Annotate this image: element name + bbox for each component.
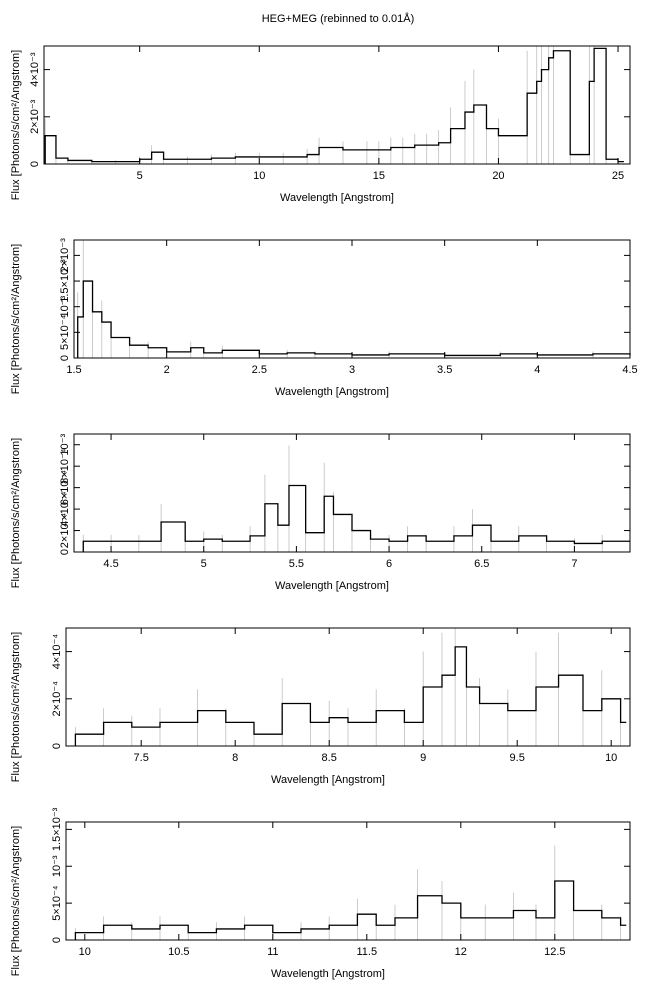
y-tick-label: 10⁻³ bbox=[51, 855, 63, 877]
x-tick-label: 10 bbox=[79, 946, 91, 958]
x-tick-label: 5 bbox=[137, 170, 143, 182]
y-tick-label: 0 bbox=[59, 355, 71, 361]
y-axis-label: Flux [Photons/s/cm²/Angstrom] bbox=[10, 438, 22, 588]
x-tick-label: 6 bbox=[386, 558, 392, 570]
plot-frame bbox=[73, 239, 631, 359]
x-tick-label: 11.5 bbox=[357, 946, 378, 958]
y-tick-label: 2×10⁻⁴ bbox=[51, 681, 63, 717]
panel-3: 4.5 5 5.5 6 6.5 7 02×10⁻⁴4×10⁻⁴6×10⁻⁴8×10⁻⁴10⁻… bbox=[10, 433, 631, 592]
panel-4: 7.5 8 8.5 9 9.5 10 0 2×10⁻⁴ 4×10⁻⁴ Wavelength [An… bbox=[10, 627, 631, 786]
x-tick-label: 12.5 bbox=[544, 946, 565, 958]
x-tick-label: 8.5 bbox=[322, 752, 337, 764]
x-tick-label: 10.5 bbox=[168, 946, 189, 958]
spectrum-line bbox=[74, 880, 627, 940]
x-tick-label: 5 bbox=[201, 558, 207, 570]
x-tick-label: 15 bbox=[373, 170, 385, 182]
figure-title: HEG+MEG (rebinned to 0.01Å) bbox=[262, 12, 415, 25]
plot-frame bbox=[73, 433, 631, 553]
x-tick-label: 20 bbox=[492, 170, 504, 182]
x-axis-label: Wavelength [Angstrom] bbox=[275, 580, 389, 592]
x-tick-label: 10 bbox=[605, 752, 617, 764]
x-tick-label: 6.5 bbox=[474, 558, 489, 570]
panel-5: 10 10.5 11 11.5 12 12.5 0 5×10⁻⁴ 10⁻³ 1.5×10⁻³ Wav… bbox=[10, 807, 631, 980]
y-tick-label: 4×10⁻⁴ bbox=[59, 491, 71, 527]
x-axis-label: Wavelength [Angstrom] bbox=[271, 968, 385, 980]
x-tick-label: 1.5 bbox=[66, 364, 81, 376]
y-tick-label: 0 bbox=[51, 937, 63, 943]
y-tick-label: 2×10⁻⁴ bbox=[59, 513, 71, 549]
y-tick-label: 8×10⁻⁴ bbox=[59, 448, 71, 484]
y-tick-label: 0 bbox=[59, 549, 71, 555]
y-tick-label: 4×10⁻³ bbox=[29, 52, 41, 87]
x-tick-label: 8 bbox=[232, 752, 238, 764]
x-tick-label: 3 bbox=[349, 364, 355, 376]
panel-1: 5 10 15 20 25 0 2×10⁻³ 4×10⁻³ Wavelength [Angstr… bbox=[10, 45, 631, 204]
x-tick-label: 4.5 bbox=[103, 558, 118, 570]
y-tick-label: 4×10⁻⁴ bbox=[51, 634, 63, 670]
y-tick-label: 5×10⁻⁴ bbox=[51, 885, 63, 921]
y-tick-label: 10⁻³ bbox=[59, 296, 71, 318]
x-axis-label: Wavelength [Angstrom] bbox=[280, 192, 394, 204]
spectrum-line bbox=[44, 47, 624, 164]
x-tick-label: 2.5 bbox=[252, 364, 267, 376]
y-tick-label: 5×10⁻⁴ bbox=[59, 314, 71, 350]
x-tick-label: 11 bbox=[267, 946, 278, 958]
x-tick-label: 5.5 bbox=[289, 558, 304, 570]
x-tick-label: 7 bbox=[571, 558, 577, 570]
panel-2: 1.5 2 2.5 3 3.5 4 4.5 0 5×10⁻⁴10⁻³1.5×10⁻³2×10⁻³… bbox=[10, 238, 638, 398]
x-tick-label: 12 bbox=[455, 946, 467, 958]
x-tick-label: 9.5 bbox=[510, 752, 525, 764]
x-tick-label: 7.5 bbox=[134, 752, 149, 764]
spectrum-line bbox=[82, 484, 630, 552]
y-axis-label: Flux [Photons/s/cm²/Angstrom] bbox=[10, 50, 22, 200]
plot-frame bbox=[43, 45, 631, 165]
x-tick-label: 2 bbox=[164, 364, 170, 376]
y-axis-label: Flux [Photons/s/cm²/Angstrom] bbox=[10, 826, 22, 976]
spectrum-line bbox=[77, 280, 631, 358]
x-tick-label: 25 bbox=[612, 170, 624, 182]
x-axis-label: Wavelength [Angstrom] bbox=[271, 774, 385, 786]
x-axis-label: Wavelength [Angstrom] bbox=[275, 386, 389, 398]
x-tick-label: 4 bbox=[534, 364, 540, 376]
plot-frame bbox=[65, 627, 631, 747]
x-tick-label: 10 bbox=[253, 170, 265, 182]
y-tick-label: 10⁻³ bbox=[59, 434, 71, 456]
y-tick-label: 2×10⁻³ bbox=[29, 99, 41, 134]
y-tick-label: 2×10⁻³ bbox=[59, 238, 71, 273]
y-tick-label: 6×10⁻⁴ bbox=[59, 470, 71, 506]
x-tick-label: 3.5 bbox=[437, 364, 452, 376]
spectrum-line bbox=[74, 646, 627, 746]
x-tick-label: 4.5 bbox=[622, 364, 637, 376]
x-tick-label: 9 bbox=[420, 752, 426, 764]
plot-frame bbox=[65, 821, 631, 941]
y-axis-label: Flux [Photons/s/cm²/Angstrom] bbox=[10, 244, 22, 394]
y-tick-label: 1.5×10⁻³ bbox=[51, 807, 63, 851]
y-tick-label: 1.5×10⁻³ bbox=[59, 259, 71, 303]
y-axis-label: Flux [Photons/s/cm²/Angstrom] bbox=[10, 632, 22, 782]
y-tick-label: 0 bbox=[29, 161, 41, 167]
y-tick-label: 0 bbox=[51, 743, 63, 749]
